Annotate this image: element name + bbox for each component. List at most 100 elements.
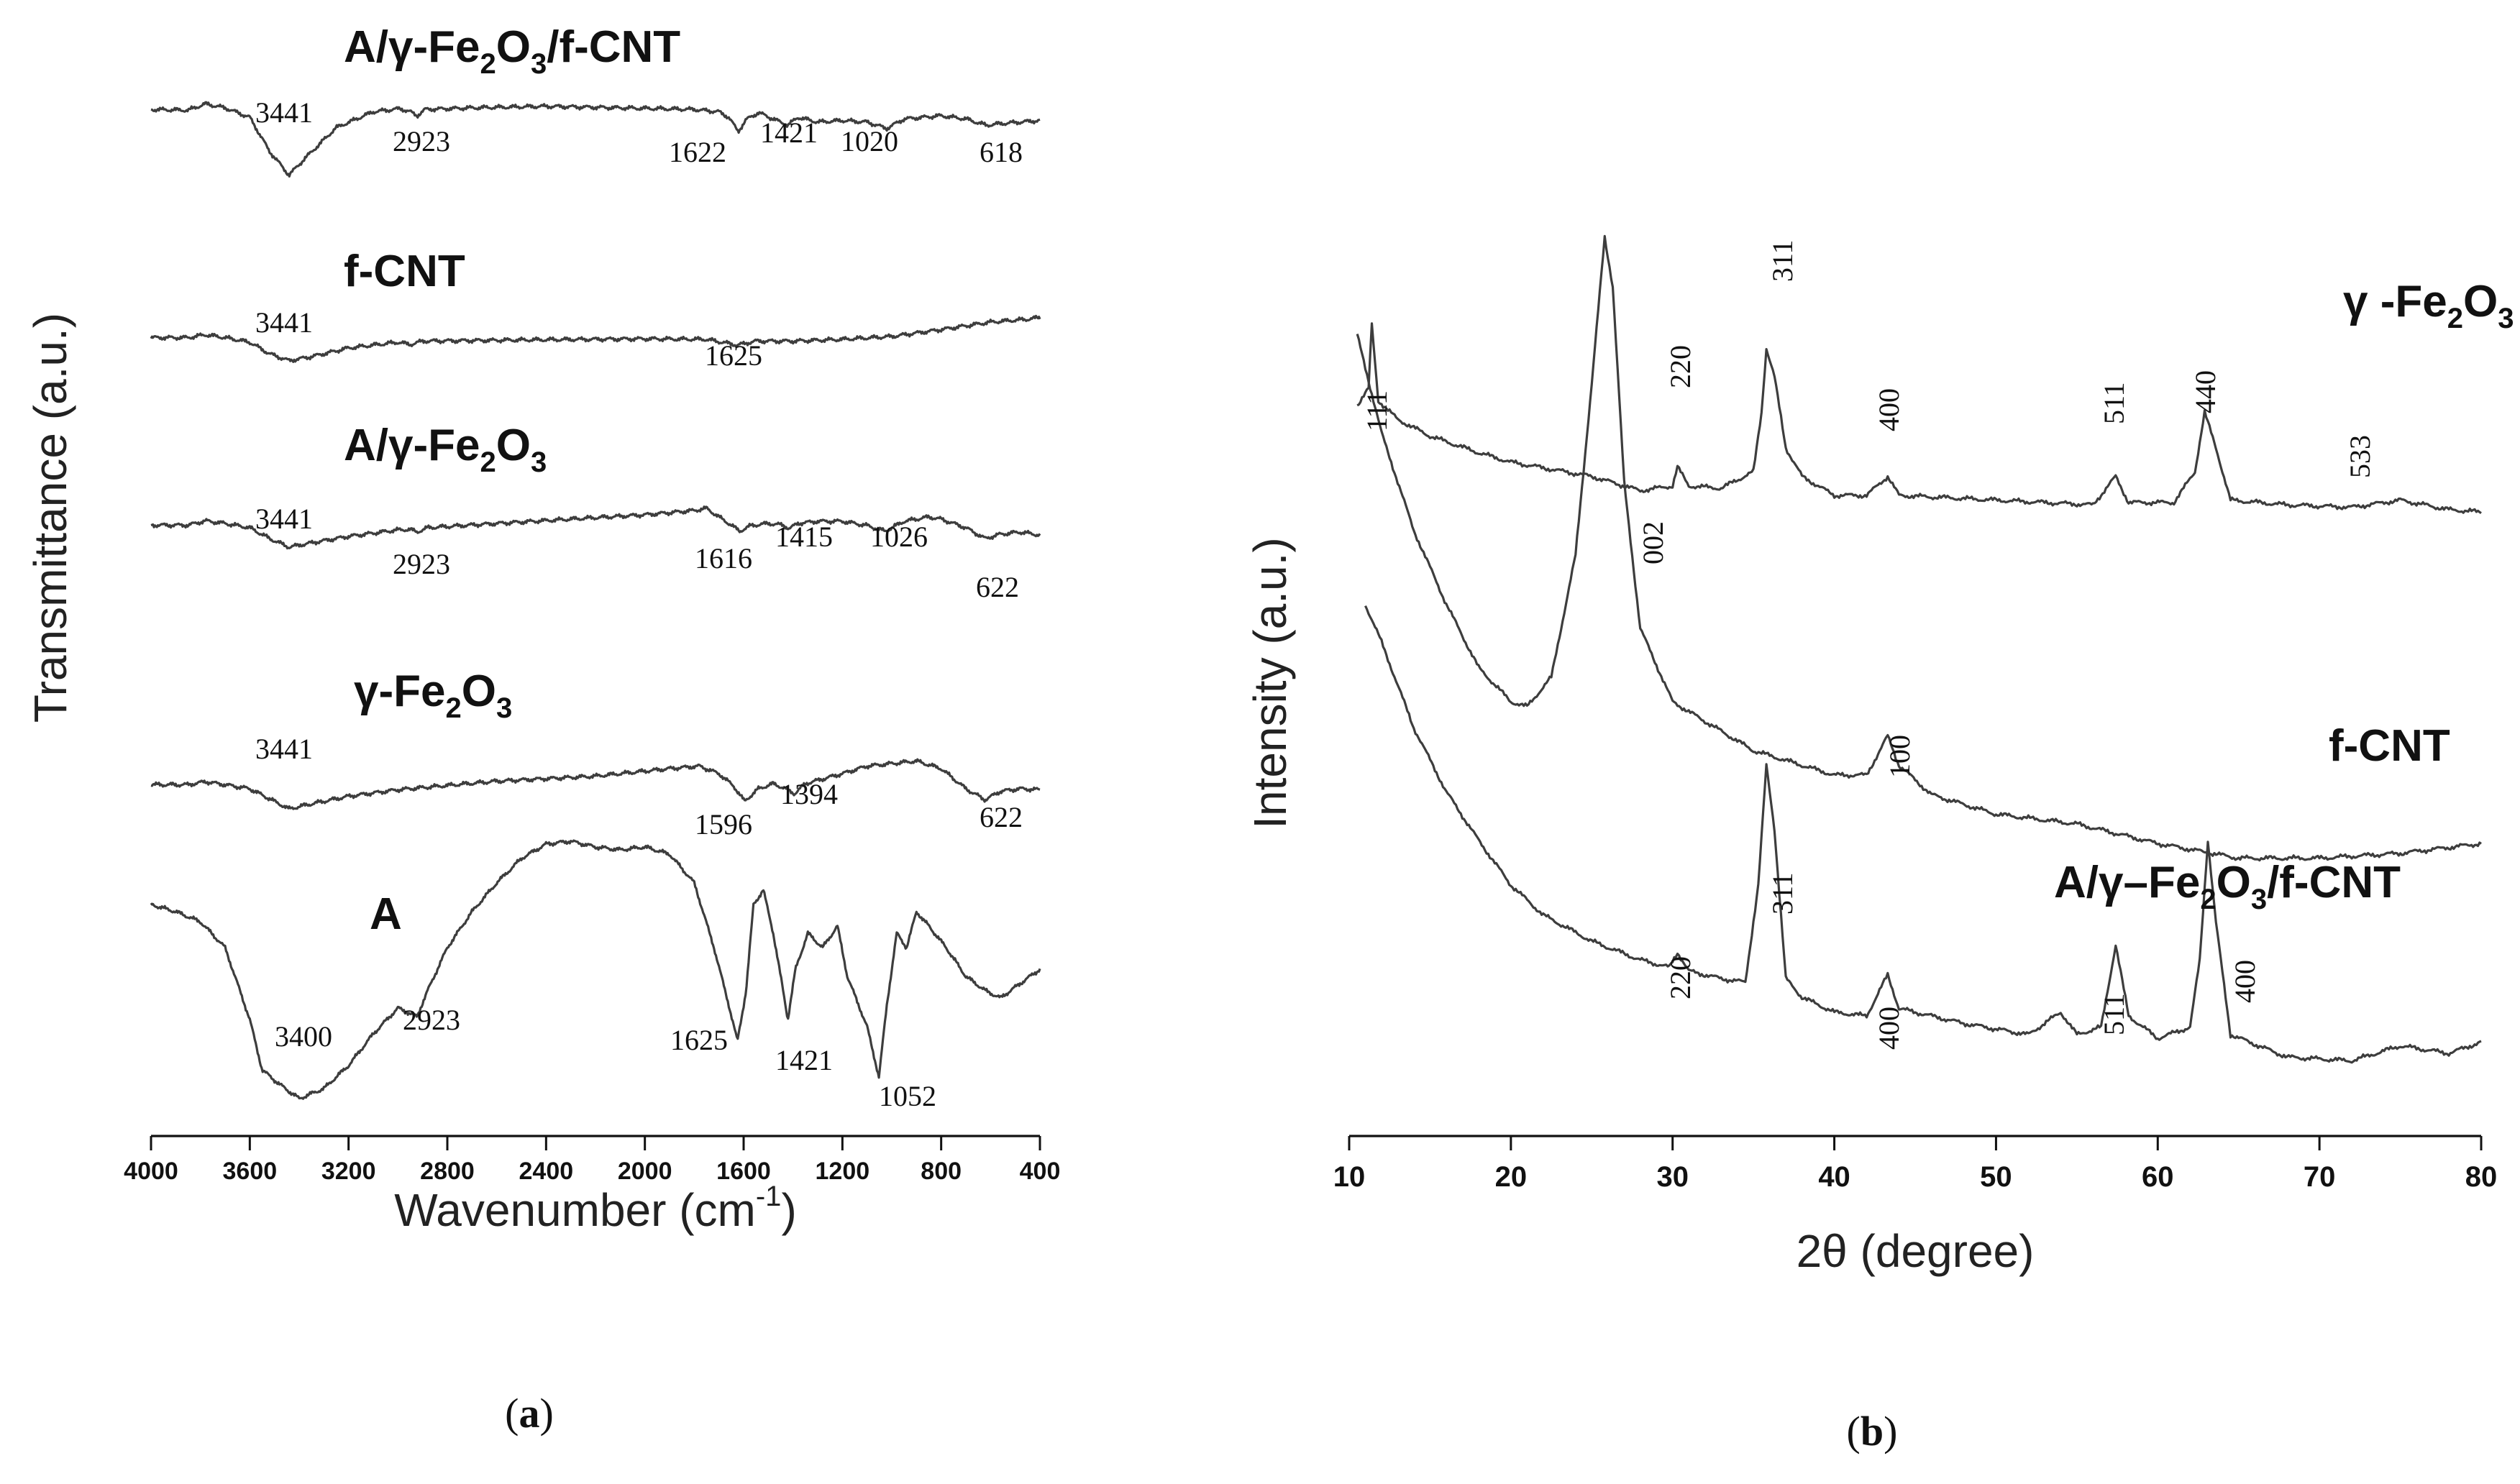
panel-b-close: )	[1884, 1408, 1897, 1455]
panel-a-xlabel: Wavenumber (cm-1)	[394, 1181, 797, 1236]
peak-label: 100	[1884, 735, 1916, 778]
peak-label: 3400	[275, 1020, 332, 1053]
x-tick-label: 40	[1818, 1161, 1850, 1193]
peak-label: 1421	[760, 116, 818, 149]
b-label0-p0: γ -Fe	[2343, 277, 2447, 326]
peak-label: 1052	[879, 1080, 936, 1112]
b-label0-p3: 3	[2498, 303, 2514, 334]
x-tick-label: 4000	[124, 1158, 178, 1185]
peak-label: 1020	[841, 125, 898, 157]
b-label2-p4: /f-CNT	[2267, 858, 2401, 907]
peak-label: 220	[1664, 956, 1697, 999]
a-label-a-fe2o3: A/γ-Fe2O3	[344, 421, 547, 478]
peak-label: 1616	[695, 542, 752, 574]
ftir-trace	[150, 505, 1041, 550]
b-label-composite: A/γ–Fe2O3/f-CNT	[2054, 858, 2401, 915]
b-label1-p0: f-CNT	[2329, 721, 2450, 771]
panel-b-open: (	[1847, 1408, 1861, 1455]
peak-label: 3441	[255, 503, 313, 535]
b-label0-p1: 2	[2447, 303, 2463, 334]
x-tick-label: 1600	[716, 1158, 771, 1185]
peak-label: 1394	[780, 778, 838, 810]
a-label2-p1: 2	[480, 446, 496, 478]
b-label2-p2: O	[2217, 858, 2251, 907]
xrd-trace	[1364, 605, 2482, 1064]
x-tick-label: 1200	[816, 1158, 870, 1185]
b-label0-p2: O	[2463, 277, 2498, 326]
peak-label: 533	[2344, 435, 2376, 478]
a-label3-p2: O	[462, 667, 496, 716]
a-label2-p2: O	[496, 421, 531, 470]
peak-label: 002	[1637, 521, 1669, 564]
a-label0-p2: O	[496, 22, 531, 72]
a-label0-p0: A/γ-Fe	[344, 22, 480, 72]
a-label-fe2o3: γ-Fe2O3	[354, 667, 512, 724]
ftir-trace	[150, 758, 1041, 810]
peak-label: 1596	[695, 808, 752, 841]
peak-label: 400	[1873, 388, 1905, 431]
peak-label: 1421	[775, 1044, 833, 1076]
x-tick-label: 10	[1333, 1161, 1366, 1193]
panel-b-caption: (b)	[1847, 1408, 1898, 1455]
peak-label: 1622	[669, 136, 726, 168]
b-label2-p1: 2	[2200, 884, 2216, 915]
panel-a-xlabel-close: )	[781, 1184, 796, 1236]
panel-b-letter: b	[1861, 1408, 1884, 1455]
panel-a-caption: (a)	[505, 1390, 554, 1437]
a-label-fcnt: f-CNT	[344, 247, 465, 296]
x-tick-label: 70	[2304, 1161, 2336, 1193]
peak-label: 2923	[393, 548, 450, 580]
ftir-trace	[150, 839, 1041, 1100]
peak-label: 1625	[670, 1024, 728, 1056]
x-tick-label: 2800	[420, 1158, 475, 1185]
x-tick-label: 2000	[618, 1158, 672, 1185]
x-tick-label: 400	[1020, 1158, 1061, 1185]
xrd-trace	[1356, 234, 2482, 862]
x-tick-label: 3600	[223, 1158, 278, 1185]
panel-a-ylabel: Transmittance (a.u.)	[24, 313, 76, 723]
x-tick-label: 50	[1980, 1161, 2012, 1193]
a-label3-p1: 2	[445, 692, 461, 724]
peak-label: 3441	[255, 733, 313, 765]
panel-b-xlabel: 2θ (degree)	[1797, 1225, 2035, 1277]
panel-a-letter: a	[519, 1390, 540, 1437]
a-label-a-fe2o3-fcnt: A/γ-Fe2O3/f-CNT	[344, 22, 680, 80]
peak-label: 2923	[403, 1004, 460, 1036]
a-label2-p3: 3	[531, 446, 547, 478]
peak-label: 111	[1361, 390, 1393, 431]
ftir-trace	[150, 314, 1041, 363]
b-label2-p3: 3	[2251, 884, 2267, 915]
a-label0-p4: /f-CNT	[547, 22, 680, 72]
a-label1-p0: f-CNT	[344, 247, 465, 296]
panel-b-ylabel: Intensity (a.u.)	[1244, 537, 1296, 829]
x-tick-label: 3200	[321, 1158, 376, 1185]
a-label4-p0: A	[370, 889, 402, 939]
b-label-fcnt: f-CNT	[2329, 721, 2450, 771]
a-label0-p3: 3	[531, 48, 547, 80]
x-tick-label: 800	[921, 1158, 962, 1185]
peak-label: 2923	[393, 125, 450, 157]
panel-a-open: (	[505, 1390, 519, 1437]
panel-a-peak-labels: 3441 2923 1622 1421 1020 618 3441 1625 3…	[255, 96, 1023, 1112]
a-label3-p3: 3	[496, 692, 512, 724]
panel-b: Intensity (a.u.) 10 20 30 40 50 60 70 80 2θ (de…	[1244, 234, 2514, 1455]
b-label2-p0: A/γ–Fe	[2054, 858, 2200, 907]
peak-label: 1625	[705, 339, 762, 372]
x-tick-label: 60	[2142, 1161, 2174, 1193]
panel-a-xlabel-sup: -1	[756, 1181, 782, 1212]
panel-b-ticks: 10 20 30 40 50 60 70 80	[1333, 1136, 2498, 1193]
a-label0-p1: 2	[480, 48, 496, 80]
panel-a-ticks: 4000 3600 3200 2800 2400 2000 1600 1200 800 400	[124, 1136, 1060, 1185]
peak-label: 440	[2189, 370, 2222, 413]
x-tick-label: 80	[2465, 1161, 2498, 1193]
peak-label: 511	[2098, 382, 2130, 424]
peak-label: 400	[1873, 1007, 1905, 1050]
x-tick-label: 30	[1656, 1161, 1689, 1193]
x-tick-label: 2400	[519, 1158, 574, 1185]
a-label2-p0: A/γ-Fe	[344, 421, 480, 470]
peak-label: 3441	[255, 96, 313, 129]
xrd-trace	[1356, 322, 2482, 515]
peak-label: 618	[980, 136, 1023, 168]
panel-a: Transmittance (a.u.) 4000 3600 3200 2800 240…	[24, 22, 1060, 1437]
b-label-fe2o3: γ -Fe2O3	[2343, 277, 2514, 334]
